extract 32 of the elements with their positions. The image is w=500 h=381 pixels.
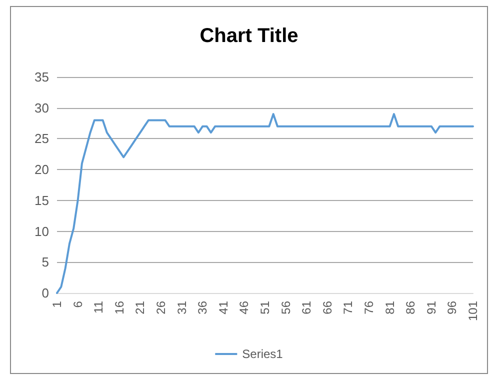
x-tick-label: 11 xyxy=(92,300,106,314)
x-tick-label: 101 xyxy=(466,300,480,322)
x-tick-label: 86 xyxy=(404,300,418,314)
x-tick-label: 61 xyxy=(300,300,314,314)
x-tick-label: 16 xyxy=(112,300,126,314)
y-tick-label: 0 xyxy=(42,286,49,300)
y-tick-label: 20 xyxy=(34,162,49,178)
y-tick-label: 5 xyxy=(42,254,49,270)
y-tick-label: 10 xyxy=(34,224,49,239)
x-tick-label: 36 xyxy=(196,300,210,314)
x-tick-label: 26 xyxy=(154,300,168,314)
x-tick-label: 71 xyxy=(341,300,356,314)
line-series xyxy=(56,113,474,294)
y-tick-label: 25 xyxy=(34,131,49,146)
x-tick-label: 96 xyxy=(445,300,460,314)
x-tick-label: 1 xyxy=(50,300,64,308)
legend-label: Series1 xyxy=(242,347,284,361)
x-tick-label: 91 xyxy=(424,300,438,314)
x-tick-label: 41 xyxy=(216,300,230,314)
x-tick-label: 46 xyxy=(237,300,252,314)
y-tick-label: 35 xyxy=(34,70,49,84)
x-tick-label: 76 xyxy=(362,300,376,314)
x-tick-label: 81 xyxy=(382,300,397,314)
x-tick-label: 6 xyxy=(70,300,85,308)
y-tick-label: 30 xyxy=(34,100,49,116)
x-tick-label: 56 xyxy=(278,300,293,314)
x-tick-label: 21 xyxy=(133,300,148,314)
x-tick-label: 31 xyxy=(174,300,189,314)
y-tick-label: 15 xyxy=(34,192,49,208)
x-tick-label: 66 xyxy=(320,300,334,314)
chart-title: Chart Title xyxy=(200,25,298,47)
x-tick-label: 51 xyxy=(258,300,272,314)
